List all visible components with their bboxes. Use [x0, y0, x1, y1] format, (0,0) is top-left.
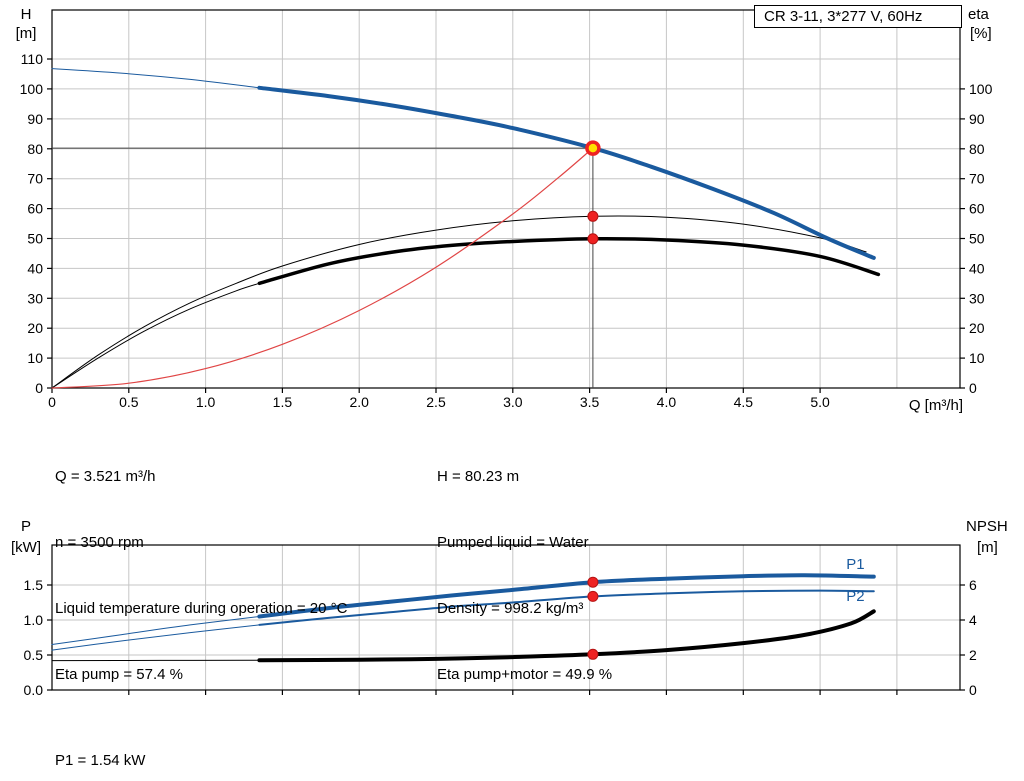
eta-pump-curve [51, 215, 867, 389]
left-axis-tick-label: 80 [27, 141, 43, 157]
power-axis-label: P [20, 518, 31, 535]
eta-axis-label: eta [968, 6, 989, 23]
x-axis-tick-label: 0 [48, 394, 56, 410]
eta-pump-operating-point [587, 210, 599, 222]
npsh-axis-label: NPSH [966, 518, 1008, 535]
p2-curve [258, 589, 875, 626]
head-curve-extension [51, 68, 260, 89]
x-axis-tick-label: 3.5 [580, 394, 600, 410]
condition-liquid-temperature: Liquid temperature during operation = 20… [55, 600, 348, 617]
left-axis-tick-label: 40 [27, 260, 43, 276]
right-axis-tick-label: 90 [969, 111, 985, 127]
p1-curve-label: P1 [846, 556, 864, 573]
eta-axis-unit: [%] [970, 25, 992, 42]
condition-eta-pump-motor: Eta pump+motor = 49.9 % [437, 666, 613, 683]
left-axis-tick-label: 0.0 [24, 682, 44, 698]
system-curve [51, 147, 594, 389]
left-axis-tick-label: 100 [20, 81, 44, 97]
condition-head: H = 80.23 m [437, 468, 520, 485]
flow-axis-label: Q [m³/h] [908, 397, 963, 414]
right-axis-tick-label: 100 [969, 81, 993, 97]
x-axis-tick-label: 1.0 [196, 394, 216, 410]
right-axis-tick-label: 30 [969, 290, 985, 306]
p2-curve-label: P2 [846, 588, 864, 605]
operating-conditions-left: Q = 3.521 m³/h n = 3500 rpm Liquid tempe… [55, 422, 347, 730]
p2-operating-point [587, 590, 599, 602]
head-curve [257, 85, 876, 260]
right-axis-tick-label: 0 [969, 380, 977, 396]
x-axis-tick-label: 4.5 [734, 394, 754, 410]
pump-model-box: CR 3-11, 3*277 V, 60Hz [754, 5, 962, 28]
npsh-curve [257, 609, 876, 663]
condition-density: Density = 998.2 kg/m³ [437, 600, 584, 617]
left-axis-tick-label: 50 [27, 231, 43, 247]
x-axis-tick-label: 5.0 [810, 394, 830, 410]
plot-frame [51, 9, 961, 389]
result-p1: P1 = 1.54 kW [55, 752, 146, 769]
right-axis-tick-label: 4 [969, 612, 977, 628]
right-axis-tick-label: 80 [969, 141, 985, 157]
right-axis-tick-label: 60 [969, 201, 985, 217]
left-axis-tick-label: 0 [35, 380, 43, 396]
left-axis-tick-label: 1.0 [24, 612, 44, 628]
eta-pump-motor-extension [51, 282, 260, 389]
head-axis-label: H [20, 6, 32, 23]
power-axis-unit: [kW] [11, 539, 41, 556]
plot-frame [51, 544, 961, 691]
right-axis-tick-label: 6 [969, 577, 977, 593]
right-axis-tick-label: 0 [969, 682, 977, 698]
condition-flow: Q = 3.521 m³/h [55, 468, 156, 485]
eta-pump-motor-operating-point [587, 233, 599, 245]
left-axis-tick-label: 110 [21, 51, 44, 67]
left-axis-tick-label: 90 [27, 111, 43, 127]
x-axis-tick-label: 0.5 [119, 394, 139, 410]
npsh-axis-unit: [m] [977, 539, 998, 556]
x-axis-tick-label: 2.5 [426, 394, 446, 410]
right-axis-tick-label: 10 [969, 350, 985, 366]
left-axis-tick-label: 70 [27, 171, 43, 187]
left-axis-tick-label: 30 [27, 290, 43, 306]
left-axis-tick-label: 0.5 [24, 647, 44, 663]
p2-curve-extension [51, 624, 260, 651]
condition-pumped-liquid: Pumped liquid = Water [437, 534, 589, 551]
right-axis-tick-label: 70 [969, 171, 985, 187]
p1-curve [257, 573, 876, 619]
p1-curve-extension [51, 616, 260, 645]
left-axis-tick-label: 10 [27, 350, 43, 366]
x-axis-tick-label: 1.5 [273, 394, 293, 410]
right-axis-tick-label: 40 [969, 260, 985, 276]
right-axis-tick-label: 2 [969, 647, 977, 663]
x-axis-tick-label: 4.0 [657, 394, 677, 410]
x-axis-tick-label: 3.0 [503, 394, 523, 410]
condition-speed: n = 3500 rpm [55, 534, 144, 551]
left-axis-tick-label: 1.5 [24, 577, 44, 593]
head-axis-unit: [m] [15, 25, 37, 42]
p1-operating-point [587, 576, 599, 588]
left-axis-tick-label: 60 [27, 201, 43, 217]
eta-pump-motor-curve [257, 236, 881, 286]
pump-model-label: CR 3-11, 3*277 V, 60Hz [764, 8, 923, 25]
left-axis-tick-label: 20 [27, 320, 43, 336]
operating-conditions-right: H = 80.23 m Pumped liquid = Water Densit… [437, 422, 612, 730]
condition-eta-pump: Eta pump = 57.4 % [55, 666, 183, 683]
npsh-operating-point [587, 648, 599, 660]
duty-point[interactable] [585, 140, 601, 156]
result-values: P1 = 1.54 kW P2 = 1.337 kW NPSH = 2.04 m [55, 706, 160, 781]
x-axis-tick-label: 2.0 [349, 394, 369, 410]
right-axis-tick-label: 50 [969, 231, 985, 247]
right-axis-tick-label: 20 [969, 320, 985, 336]
